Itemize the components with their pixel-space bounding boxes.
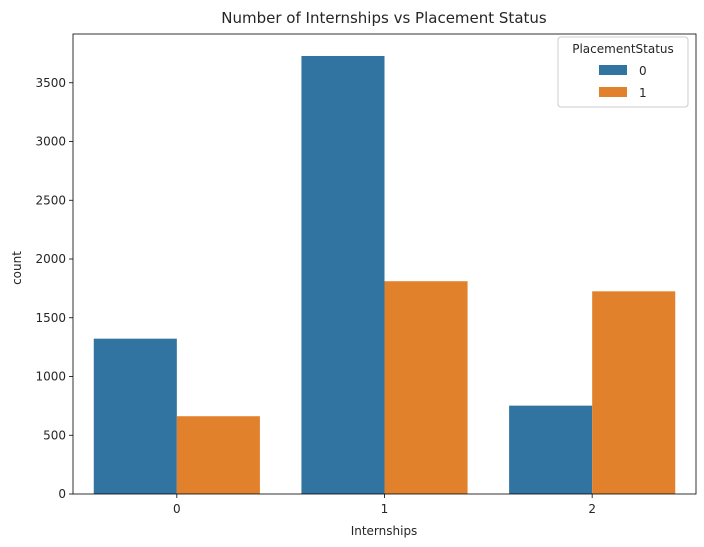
- legend-title: PlacementStatus: [572, 42, 674, 56]
- y-tick-label: 1000: [35, 370, 66, 384]
- y-tick-label: 1500: [35, 311, 66, 325]
- y-tick-label: 2000: [35, 252, 66, 266]
- legend-label-0: 0: [639, 64, 647, 78]
- bar-internships-1-status-1: [384, 281, 468, 494]
- y-tick-label: 500: [43, 428, 66, 442]
- axes: 0 500 1000 1500 2000 2500 3000 3500 0 1 2: [35, 33, 697, 516]
- y-tick-label: 2500: [35, 193, 66, 207]
- y-axis-label: count: [10, 251, 24, 285]
- legend: PlacementStatus 0 1: [557, 36, 689, 108]
- y-tick-label: 3500: [35, 76, 66, 90]
- x-axis-label: Internships: [351, 524, 418, 538]
- bar-internships-1-status-0: [301, 55, 385, 494]
- legend-swatch-1: [599, 87, 627, 97]
- bar-internships-0-status-1: [176, 416, 260, 494]
- bar-internships-2-status-1: [592, 291, 676, 494]
- chart-title: Number of Internships vs Placement Statu…: [221, 9, 547, 27]
- legend-swatch-0: [599, 65, 627, 75]
- legend-label-1: 1: [639, 86, 647, 100]
- x-tick-label: 0: [173, 502, 181, 516]
- bar-internships-2-status-0: [509, 405, 593, 494]
- bars: [93, 55, 676, 494]
- y-tick-label: 0: [58, 487, 66, 501]
- y-tick-label: 3000: [35, 135, 66, 149]
- x-tick-label: 2: [588, 502, 596, 516]
- x-tick-label: 1: [381, 502, 389, 516]
- bar-internships-0-status-0: [93, 338, 177, 494]
